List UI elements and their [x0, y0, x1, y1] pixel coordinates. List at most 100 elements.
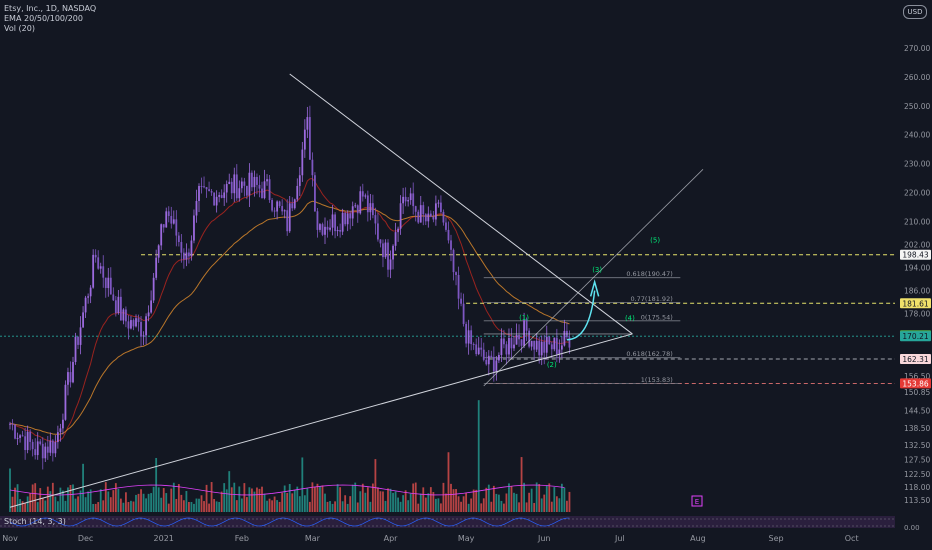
volume-bar: [79, 490, 82, 512]
volume-bar: [36, 502, 39, 512]
volume-bar: [82, 463, 84, 512]
volume-bar: [286, 492, 289, 512]
volume-bar: [460, 501, 462, 512]
candle-body: [503, 338, 505, 345]
volume-bar: [233, 482, 236, 512]
volume-bar: [109, 497, 112, 512]
earnings-marker-label: E: [695, 498, 699, 506]
volume-bar: [465, 492, 468, 512]
candle-body: [472, 344, 475, 346]
y-tick-label: 138.50: [904, 424, 930, 433]
candle-body: [102, 266, 105, 278]
volume-bar: [457, 496, 460, 512]
volume-bar: [495, 493, 498, 512]
candle-body: [99, 266, 102, 269]
candle-body: [263, 181, 266, 199]
volume-bar: [51, 482, 54, 512]
volume-bar: [162, 488, 165, 512]
volume-bar: [545, 485, 548, 512]
volume-bar: [248, 487, 251, 512]
volume-bar: [235, 500, 238, 512]
candle-body: [306, 117, 309, 130]
volume-bar: [326, 501, 329, 512]
candle-body: [394, 232, 397, 246]
candle-body: [462, 303, 465, 324]
candle-body: [450, 240, 452, 250]
candle-body: [515, 334, 518, 345]
candle-body: [361, 191, 364, 197]
ema-indicator-label[interactable]: EMA 20/50/100/200: [4, 14, 83, 23]
stoch-indicator-label[interactable]: Stoch (14, 3, 3): [4, 517, 66, 526]
volume-bar: [46, 486, 49, 512]
volume-bar: [434, 498, 437, 512]
currency-button[interactable]: USD: [903, 5, 927, 19]
candle-body: [424, 214, 427, 222]
candle-body: [200, 186, 203, 188]
x-tick-label: May: [458, 534, 475, 543]
volume-bar: [288, 483, 291, 512]
volume-bar: [127, 502, 130, 512]
candle-body: [419, 205, 422, 223]
volume-bar: [303, 495, 306, 512]
volume-bar: [492, 485, 495, 512]
fib-level-label: 0.618(162.78): [626, 350, 672, 358]
symbol-title[interactable]: Etsy, Inc., 1D, NASDAQ: [4, 4, 97, 13]
x-tick-label: Jun: [537, 534, 551, 543]
y-tick-label: 156.50: [904, 372, 930, 381]
candle-body: [505, 344, 508, 355]
candle-body: [366, 195, 369, 213]
volume-bar: [394, 491, 397, 512]
candle-body: [225, 184, 228, 193]
candle-body: [46, 446, 49, 453]
y-tick-label: 202.00: [904, 240, 930, 249]
price-tag-bg: [900, 298, 931, 309]
candle-body: [223, 192, 226, 198]
volume-bar: [258, 488, 261, 512]
fib-level-label: 0.77(181.92): [630, 295, 672, 303]
volume-bar: [251, 488, 253, 512]
volume-bar: [351, 484, 354, 512]
volume-bar: [482, 498, 485, 512]
volume-bar: [558, 498, 561, 512]
candle-body: [422, 205, 425, 215]
candle-body: [94, 254, 97, 258]
candle-body: [296, 185, 299, 200]
volume-bar: [167, 503, 170, 512]
volume-bar: [122, 502, 125, 512]
volume-bar: [540, 498, 543, 512]
candle-body: [44, 446, 47, 459]
volume-bar: [566, 500, 568, 512]
x-tick-label: Dec: [78, 534, 93, 543]
volume-bar: [64, 500, 67, 512]
candle-body: [500, 338, 503, 356]
candle-body: [152, 277, 155, 301]
candle-body: [523, 320, 525, 346]
candle-body: [215, 196, 218, 206]
volume-bar: [220, 491, 223, 512]
volume-bar: [218, 501, 221, 512]
volume-bar: [429, 487, 432, 512]
candle-body: [77, 336, 79, 345]
volume-bar: [568, 491, 571, 512]
candle-body: [336, 230, 339, 232]
wave-label: (4): [625, 315, 635, 323]
volume-bar: [157, 487, 160, 512]
candle-body: [117, 296, 120, 314]
candle-body: [240, 181, 243, 189]
volume-indicator-label[interactable]: Vol (20): [4, 24, 35, 33]
volume-bar: [397, 497, 399, 512]
volume-bar: [180, 494, 183, 512]
candle-body: [324, 226, 326, 235]
candle-body: [9, 423, 11, 425]
volume-bar: [392, 492, 394, 512]
volume-bar: [528, 492, 531, 512]
volume-bar: [165, 493, 168, 512]
candle-body: [203, 186, 205, 188]
volume-bar: [276, 500, 279, 512]
volume-bar: [263, 493, 266, 512]
volume-bar: [321, 485, 324, 512]
candle-body: [429, 213, 432, 217]
candle-body: [535, 340, 538, 350]
